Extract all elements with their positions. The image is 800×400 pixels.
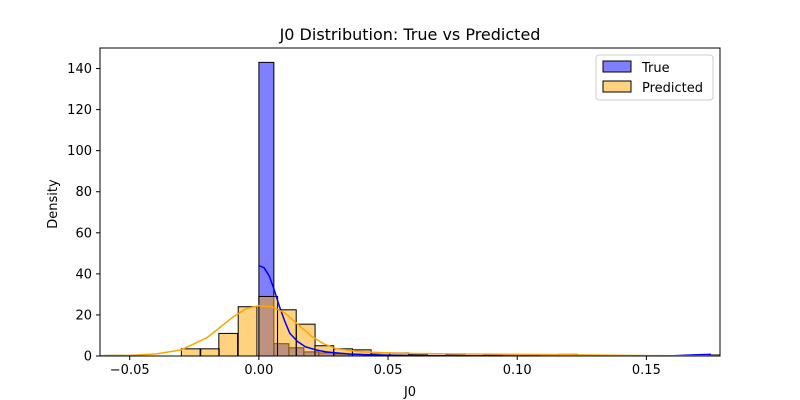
plot-area [100,61,720,356]
x-tick-label: 0.05 [374,363,403,378]
legend: True Predicted [595,54,714,101]
legend-swatch-true [602,60,632,73]
bar-predicted-2 [200,348,220,356]
chart-title: J0 Distribution: True vs Predicted [279,25,541,44]
x-axis-label: J0 [403,385,416,400]
bar-predicted-4 [237,306,258,356]
y-tick-label: 20 [75,308,92,323]
bar-predicted-7 [295,323,316,356]
x-tick-label: 0.10 [503,363,532,378]
y-tick-label: 120 [67,103,92,118]
y-tick-label: 60 [75,226,92,241]
y-tick-label: 0 [84,350,92,365]
x-tick-label: −0.05 [110,363,150,378]
y-tick-label: 100 [67,144,92,159]
y-tick-label: 140 [67,62,92,77]
kde-line-predicted [100,304,720,356]
bar-predicted-1 [180,348,201,356]
legend-swatch-predicted [602,80,632,93]
y-tick-label: 80 [75,185,92,200]
bar-true-0 [258,61,275,356]
bar-predicted-6 [276,309,297,356]
kde-line-true [258,264,711,356]
x-axis: −0.05 0.00 0.05 0.10 0.15 [110,356,661,378]
y-axis: 0 20 40 60 80 100 120 140 [67,62,100,365]
legend-label-true: True [641,61,670,76]
y-tick-label: 40 [75,267,92,282]
x-tick-label: 0.15 [632,363,661,378]
legend-label-predicted: Predicted [642,81,703,96]
x-tick-label: 0.00 [244,363,273,378]
y-axis-label: Density [46,179,61,229]
bar-predicted-3 [218,332,239,356]
axes-frame [99,47,721,357]
